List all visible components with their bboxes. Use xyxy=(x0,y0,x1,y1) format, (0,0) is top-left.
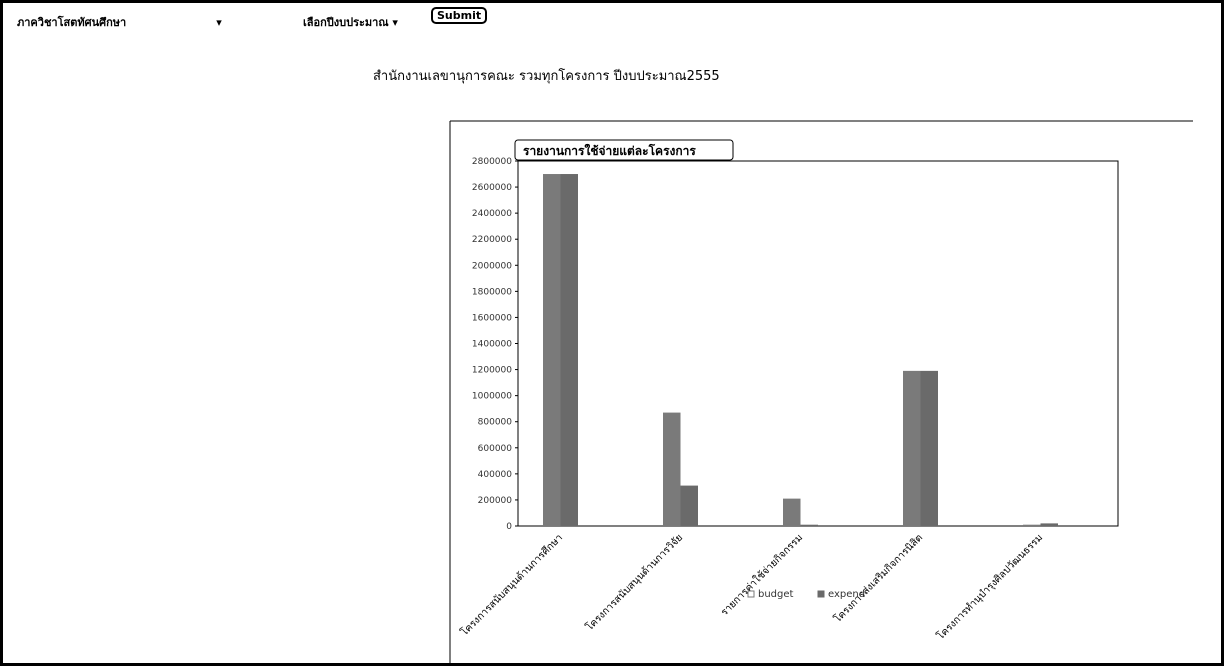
legend-label: budget xyxy=(758,589,794,600)
legend-swatch xyxy=(817,590,825,598)
bar xyxy=(903,370,921,526)
dropdown-text: ภาควิชาโสตทัศนศึกษา xyxy=(17,16,127,29)
bar xyxy=(1040,523,1058,526)
bar xyxy=(920,370,938,526)
department-dropdown[interactable]: ภาควิชาโสตทัศนศึกษา ▾ xyxy=(17,13,222,31)
y-tick-label: 1800000 xyxy=(472,287,512,297)
x-tick-label: โครงการสนับสนุนด้านการศึกษา xyxy=(458,531,565,638)
y-tick-label: 2400000 xyxy=(472,209,512,219)
dropdown-arrow: ▾ xyxy=(216,16,222,29)
y-tick-label: 1600000 xyxy=(472,313,512,323)
bar xyxy=(800,524,818,526)
y-tick-label: 2000000 xyxy=(472,261,512,271)
y-tick-label: 0 xyxy=(506,522,512,532)
dropdown-text: เลือกปีงบประมาณ xyxy=(303,16,389,29)
page-title: สำนักงานเลขานุการคณะ รวมทุกโครงการ ปีงบป… xyxy=(373,69,720,84)
x-tick-label: โครงการสนับสนุนด้านการวิจัย xyxy=(583,531,685,633)
y-tick-label: 2800000 xyxy=(472,157,512,167)
bar xyxy=(560,174,578,527)
chart: รายงานการใช้จ่ายแต่ละโครงการ 0 200000 4000… xyxy=(449,120,1193,663)
year-dropdown[interactable]: เลือกปีงบประมาณ ▾ xyxy=(303,13,398,31)
title-box xyxy=(514,139,734,161)
y-tick-label: 600000 xyxy=(478,444,513,454)
y-tick-label: 1200000 xyxy=(472,366,512,376)
y-tick-label: 1000000 xyxy=(472,392,512,402)
bar xyxy=(543,174,561,527)
x-tick-label: รายการค่าใช้จ่ายกิจกรรม xyxy=(719,532,806,619)
x-tick-label: โครงการส่งเสริมกิจการนิสิต xyxy=(831,531,925,625)
bar xyxy=(663,412,681,526)
y-tick-label: 400000 xyxy=(478,470,513,480)
bar xyxy=(680,485,698,526)
plot-frame xyxy=(517,160,1119,527)
y-tick-label: 2200000 xyxy=(472,235,512,245)
bar xyxy=(1023,524,1041,526)
chart-title: รายงานการใช้จ่ายแต่ละโครงการ xyxy=(523,143,696,158)
submit-button[interactable]: Submit xyxy=(431,7,488,24)
dropdown-arrow: ▾ xyxy=(392,16,398,29)
legend-swatch xyxy=(747,590,755,598)
legend-label: expend xyxy=(828,589,865,600)
bar xyxy=(783,498,801,526)
y-tick-label: 1400000 xyxy=(472,340,512,350)
x-tick-label: โครงการทำนุบำรุงศิลปวัฒนธรรม xyxy=(934,531,1045,642)
y-tick-label: 2600000 xyxy=(472,183,512,193)
y-tick-label: 200000 xyxy=(478,496,513,506)
y-tick-label: 800000 xyxy=(478,418,513,428)
